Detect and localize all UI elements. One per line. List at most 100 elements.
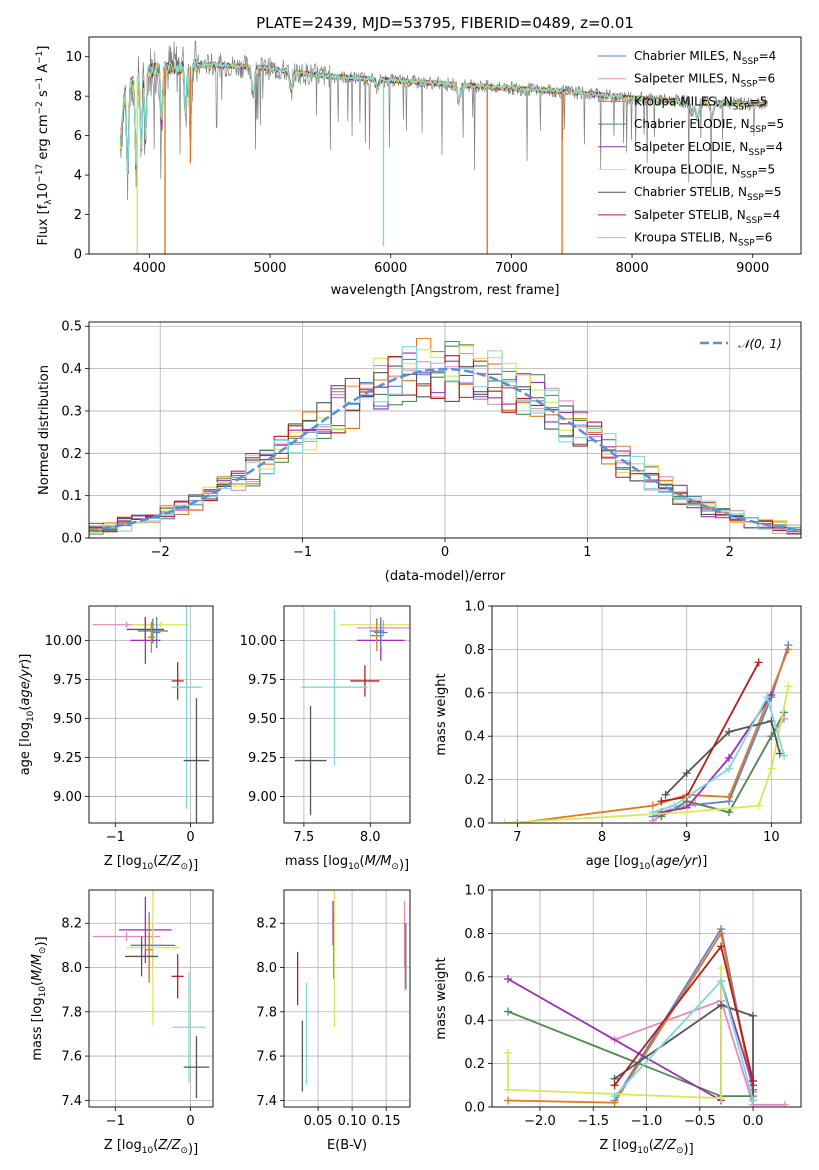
label-part: )] — [18, 654, 33, 664]
weight-marker — [780, 751, 789, 760]
weight-marker — [503, 1085, 512, 1094]
y-tick-label: 0.2 — [61, 447, 82, 462]
y-tick-label: 0.6 — [464, 686, 485, 701]
weight-marker — [725, 792, 734, 801]
mass_weight_vs_age-frame — [491, 605, 802, 824]
weight-marker — [749, 1076, 758, 1085]
legend-suffix: =5 — [764, 185, 782, 199]
label-sub: 10 — [637, 1146, 649, 1156]
x-tick-label: 8.0 — [360, 830, 381, 845]
label-part: Z/Z — [653, 1138, 677, 1153]
y-tick-label: 9.00 — [248, 790, 277, 805]
x-axis-label: mass [log10(M/M⊙)] — [285, 854, 409, 873]
y-tick-label: 0.4 — [61, 362, 82, 377]
x-axis-label: (data-model)/error — [385, 569, 506, 584]
error-bar-point — [125, 936, 159, 977]
weight-marker — [648, 808, 657, 817]
error-bar-point — [171, 954, 184, 999]
x-axis-label: E(B-V) — [327, 1138, 367, 1153]
y-tick-label: 0.8 — [464, 643, 485, 658]
weight-marker — [784, 645, 793, 654]
spectrum-frame — [88, 36, 802, 255]
x-tick-label: 0.10 — [338, 1114, 367, 1129]
legend-sub: SSP — [747, 193, 764, 203]
y-tick-label: 10.00 — [240, 634, 277, 649]
legend-sub: SSP — [741, 171, 758, 181]
age_vs_mass-frame — [283, 605, 411, 824]
weight-series-line — [507, 931, 754, 1104]
mass_vs_Z-frame — [88, 889, 214, 1108]
y-tick-label: 8.2 — [256, 917, 277, 932]
x-tick-label: 0 — [186, 1114, 194, 1129]
y-tick-label: 0.6 — [464, 970, 485, 985]
label-part: −1 — [35, 77, 45, 90]
y-tick-label: 9.75 — [53, 673, 82, 688]
x-tick-label: 9000 — [736, 261, 769, 276]
weight-series-line — [661, 694, 773, 814]
weight-marker — [767, 764, 776, 773]
x-tick-label: −1.5 — [577, 1114, 609, 1129]
label-part: age [log — [586, 854, 639, 869]
label-part: ( — [649, 1138, 654, 1153]
y-tick-label: 2 — [74, 208, 82, 223]
x-tick-label: 7 — [513, 830, 521, 845]
legend-entry: Kroupa MILES, NSSP=5 — [634, 94, 767, 112]
spectrum-axes: 4000 5000 6000 7000 8000 9000 0 2 4 6 8 10 — [65, 50, 769, 276]
weight-series-line — [507, 978, 754, 1103]
normal-curve — [89, 367, 801, 532]
weight-series-line — [613, 979, 754, 1101]
y-tick-label: 8.2 — [61, 917, 82, 932]
y-tick-label: 0.4 — [464, 730, 485, 745]
legend-suffix: =5 — [757, 163, 775, 177]
legend-entry: Chabrier ELODIE, NSSP=5 — [634, 117, 784, 135]
label-sub: ⊙ — [180, 1146, 188, 1156]
label-part: )] — [188, 858, 198, 873]
x-tick-label: 0.05 — [304, 1114, 333, 1129]
y-tick-label: 0.1 — [61, 489, 82, 504]
error-bar-point — [294, 705, 327, 816]
weight-marker — [610, 1081, 619, 1090]
label-part: −17 — [35, 164, 45, 183]
label-part: ( — [30, 981, 45, 986]
legend-sub: SSP — [746, 216, 763, 226]
weight-marker — [513, 819, 522, 823]
error-bar-point — [183, 698, 210, 823]
y-tick-label: 1.0 — [464, 600, 485, 615]
weight-marker — [754, 801, 763, 810]
legend-sub: SSP — [748, 148, 765, 158]
age_vs_Z-frame — [88, 605, 214, 824]
y-tick-label: 8.0 — [61, 961, 82, 976]
weight-marker — [717, 1001, 726, 1010]
y-tick-label: 0.0 — [61, 532, 82, 547]
label-sub: 10 — [142, 862, 154, 872]
weight-series-line — [664, 719, 781, 796]
y-tick-label: 9.00 — [53, 790, 82, 805]
x-tick-label: 8 — [598, 830, 606, 845]
y-axis-label: Normed distribution — [37, 365, 52, 495]
error-bar-point — [172, 971, 206, 1083]
error-bar-point — [171, 606, 202, 809]
x-tick-label: 6000 — [374, 261, 407, 276]
label-part: )] — [34, 936, 49, 946]
label-part: ( — [153, 854, 158, 869]
legend-suffix: =6 — [757, 72, 775, 86]
y-tick-label: 7.6 — [256, 1050, 277, 1065]
legend-entry: 𝒩(0, 1) — [738, 337, 782, 351]
x-tick-label: 0.15 — [372, 1114, 401, 1129]
y-tick-label: 0 — [74, 248, 82, 263]
y-tick-label: 9.50 — [53, 712, 82, 727]
x-tick-label: 0 — [186, 830, 194, 845]
error-bar-point — [356, 620, 410, 636]
legend-label: Chabrier MILES, N — [634, 49, 742, 63]
label-part: Z [log — [104, 1138, 142, 1153]
y-tick-label: 8 — [74, 90, 82, 105]
error-bar-point — [183, 1036, 210, 1099]
legend-suffix: =5 — [750, 94, 768, 108]
label-part: mass [log — [285, 854, 348, 869]
legend-entry: Kroupa ELODIE, NSSP=5 — [634, 163, 775, 181]
legend-suffix: =4 — [765, 140, 783, 154]
x-tick-label: 5000 — [253, 261, 286, 276]
chart-title: PLATE=2439, MJD=53795, FIBERID=0489, z=0… — [256, 14, 634, 32]
weight-marker — [648, 816, 657, 823]
label-part: mass [log — [30, 997, 45, 1060]
